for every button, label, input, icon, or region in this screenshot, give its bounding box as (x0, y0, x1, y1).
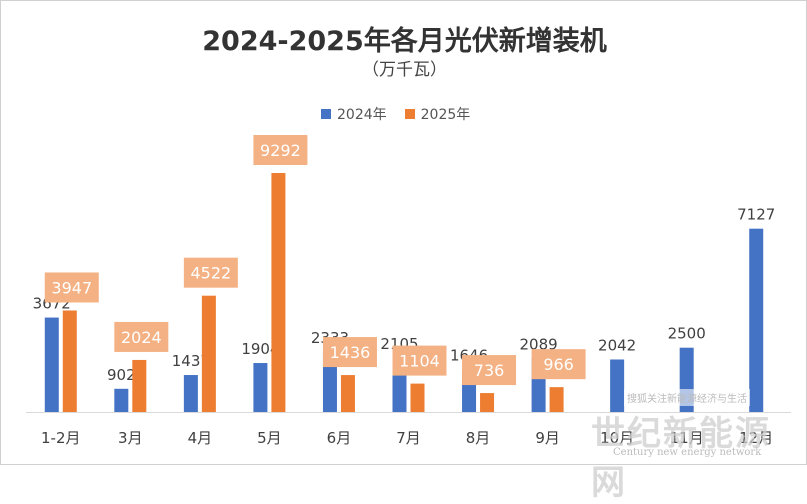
x-tick-label-3: 5月 (257, 429, 282, 447)
x-tick-label-5: 7月 (396, 429, 421, 447)
x-tick-label-6: 8月 (466, 429, 491, 447)
x-tick-label-9: 11月 (670, 429, 704, 447)
legend-swatch-2025 (404, 109, 415, 119)
data-label-2025-3: 9292 (260, 141, 301, 160)
bar-2025-6 (480, 393, 495, 412)
legend: 2024年 2025年 (321, 104, 470, 124)
data-label-2024-8: 2042 (598, 336, 636, 354)
x-tick-label-10: 12月 (739, 429, 773, 447)
bar-2024-10 (749, 228, 764, 412)
data-label-2024-2: 1437 (172, 352, 210, 370)
data-label-box-2025-5 (392, 345, 447, 376)
bar-2025-2 (201, 295, 216, 412)
bar-2024-1 (114, 388, 129, 412)
data-label-2025-6: 736 (474, 361, 505, 380)
bar-2024-8 (610, 359, 625, 412)
bar-2024-3 (253, 363, 268, 412)
plot-area: 367239471-2月90220243月143745224月190492925… (26, 135, 791, 447)
x-tick-label-8: 10月 (600, 429, 634, 447)
bar-2025-0 (62, 310, 77, 412)
data-label-2025-2: 4522 (191, 264, 232, 283)
legend-label-2025: 2025年 (420, 107, 471, 123)
x-tick-label-7: 9月 (535, 429, 560, 447)
data-label-box-2025-1 (114, 321, 169, 352)
bar-2025-1 (132, 359, 147, 412)
legend-item-2024: 2024年 (321, 104, 387, 124)
data-label-2025-1: 2024 (121, 328, 162, 347)
data-label-2025-5: 1104 (399, 352, 440, 371)
data-label-box-2025-7 (531, 349, 586, 380)
legend-item-2025: 2025年 (404, 104, 471, 124)
data-label-box-2025-6 (462, 355, 517, 386)
data-label-2025-0: 3947 (51, 278, 92, 297)
x-tick-label-0: 1-2月 (41, 429, 81, 447)
x-tick-label-4: 6月 (327, 429, 352, 447)
watermark-note: 搜狐关注新能源经济与生活 (624, 389, 750, 406)
data-label-2025-4: 1436 (330, 343, 371, 362)
x-tick-label-2: 4月 (188, 429, 213, 447)
data-label-2025-7: 966 (543, 355, 574, 374)
bar-2025-4 (340, 375, 355, 412)
data-label-box-2025-2 (183, 257, 238, 288)
chart-subtitle: （万千瓦） (362, 60, 447, 80)
x-tick-label-1: 3月 (118, 429, 143, 447)
bar-2025-3 (271, 173, 286, 412)
data-label-2024-7: 2089 (519, 335, 557, 353)
data-label-2024-1: 902 (107, 366, 136, 384)
data-label-box-2025-3 (253, 135, 308, 165)
bar-2024-0 (44, 317, 59, 412)
bar-2024-2 (183, 375, 198, 412)
legend-swatch-2024 (321, 109, 331, 119)
data-label-box-2025-4 (322, 337, 377, 368)
data-label-2024-3: 1904 (241, 340, 279, 358)
data-label-2024-10: 7127 (737, 206, 775, 224)
legend-label-2024: 2024年 (337, 107, 387, 123)
chart-title: 2024-2025年各月光伏新增装机 (202, 26, 607, 57)
watermark-logo-en: Century new energy network (613, 447, 762, 458)
data-label-box-2025-0 (44, 272, 99, 303)
bar-2025-5 (410, 383, 425, 412)
data-label-2024-9: 2500 (668, 325, 706, 343)
bar-2025-7 (549, 387, 564, 412)
